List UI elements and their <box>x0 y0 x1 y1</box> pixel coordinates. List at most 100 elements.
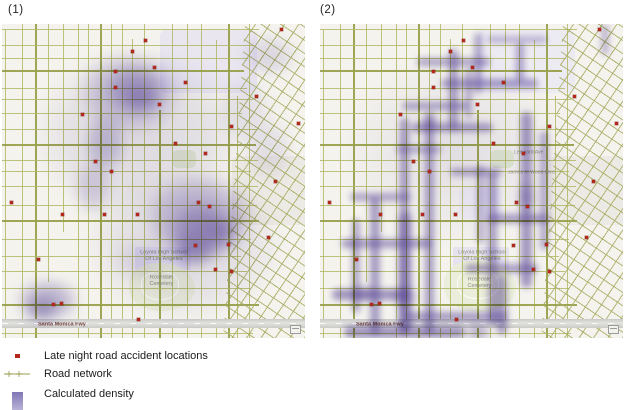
accident-dot <box>136 317 140 321</box>
accident-dot <box>511 243 515 247</box>
road <box>439 24 441 338</box>
density-swatch-icon <box>0 378 34 410</box>
legend-label: Calculated density <box>44 388 134 400</box>
accident-dot <box>9 200 13 204</box>
road <box>339 24 341 338</box>
accident-dot <box>598 28 602 32</box>
accident-dot <box>204 151 208 155</box>
road <box>450 38 452 338</box>
accident-dot <box>36 258 40 261</box>
road <box>518 24 520 338</box>
road <box>320 112 561 114</box>
accident-dot <box>573 94 577 98</box>
accident-dot <box>173 141 177 145</box>
accident-dot <box>431 69 435 73</box>
road <box>320 99 571 101</box>
accident-dot <box>453 213 457 217</box>
map-kernel-density: Loyola High School Of Los Angeles Roseda… <box>2 24 305 338</box>
accident-dot <box>280 28 284 32</box>
accident-dot <box>370 302 373 306</box>
road <box>323 29 324 338</box>
accident-dot <box>532 268 536 272</box>
road <box>320 45 572 47</box>
legend-item-density: Calculated density <box>0 386 134 410</box>
road <box>352 24 355 338</box>
accident-dot <box>131 50 135 54</box>
accident-dot <box>399 112 403 116</box>
road <box>395 24 397 338</box>
legend-item-accidents: Late night road accident locations <box>0 348 208 364</box>
road <box>320 87 566 89</box>
accident-dot <box>109 170 113 174</box>
accident-dot <box>158 102 162 106</box>
panel-1-label: (1) <box>8 4 24 16</box>
road <box>320 205 575 207</box>
accident-dot <box>476 102 480 106</box>
accident-dot <box>229 125 233 129</box>
road <box>320 170 569 172</box>
panel-2-label: (2) <box>320 4 336 16</box>
accident-dot <box>379 213 383 217</box>
freeway-label: Santa Monica Fwy <box>356 321 405 328</box>
accident-dot <box>52 302 55 306</box>
accident-dot <box>491 141 495 145</box>
basemap-attribution-icon <box>290 325 301 334</box>
accident-dots-layer <box>2 24 305 338</box>
accident-dot <box>144 38 148 42</box>
accident-dot <box>544 242 548 246</box>
legend-item-road-network: Road network <box>0 366 112 382</box>
accident-dot <box>274 180 278 184</box>
accident-dot <box>449 50 453 54</box>
accident-dot <box>462 38 466 42</box>
accident-dots-layer <box>320 24 623 338</box>
road <box>320 220 577 223</box>
road <box>534 40 536 338</box>
road <box>320 239 570 241</box>
accident-dot <box>412 160 416 164</box>
accident-dot <box>592 180 596 184</box>
cemetery-label: Rosedale Cemetery <box>467 276 492 289</box>
accident-dot <box>229 269 233 273</box>
accident-dot <box>208 204 212 208</box>
accident-dot <box>501 80 505 84</box>
accident-dot <box>267 236 271 240</box>
road <box>320 159 577 161</box>
accident-dot <box>526 204 530 208</box>
accident-dot <box>61 213 65 217</box>
accident-dot <box>102 213 106 217</box>
road <box>417 24 420 338</box>
accident-dot <box>454 317 458 321</box>
accident-dot <box>427 170 431 174</box>
legend-label: Late night road accident locations <box>44 350 208 362</box>
road <box>320 69 562 72</box>
accident-dot <box>193 243 197 247</box>
accident-dot <box>585 236 589 240</box>
road <box>320 287 570 289</box>
accident-dot <box>214 268 218 272</box>
accident-dot <box>197 201 201 205</box>
road <box>320 28 577 30</box>
accident-dot <box>113 85 117 89</box>
accident-dot <box>420 213 424 217</box>
accident-dot <box>354 258 358 261</box>
accident-point-icon <box>0 354 34 358</box>
road <box>320 256 560 258</box>
accident-dot <box>60 301 64 305</box>
road <box>461 24 463 338</box>
accident-dot <box>378 301 382 305</box>
accident-dot <box>255 94 259 98</box>
road <box>504 24 506 338</box>
accident-dot <box>547 125 551 129</box>
accident-dot <box>135 213 139 217</box>
road <box>365 24 367 282</box>
accident-dot <box>297 122 301 126</box>
accident-dot <box>615 122 619 126</box>
accident-dot <box>81 112 85 116</box>
accident-dot <box>522 151 526 155</box>
map-network-density: Loyola High School Of Los Angeles Roseda… <box>320 24 623 338</box>
road <box>380 24 382 232</box>
accident-dot <box>547 269 551 273</box>
accident-dot <box>113 69 117 73</box>
accident-dot <box>152 66 156 70</box>
